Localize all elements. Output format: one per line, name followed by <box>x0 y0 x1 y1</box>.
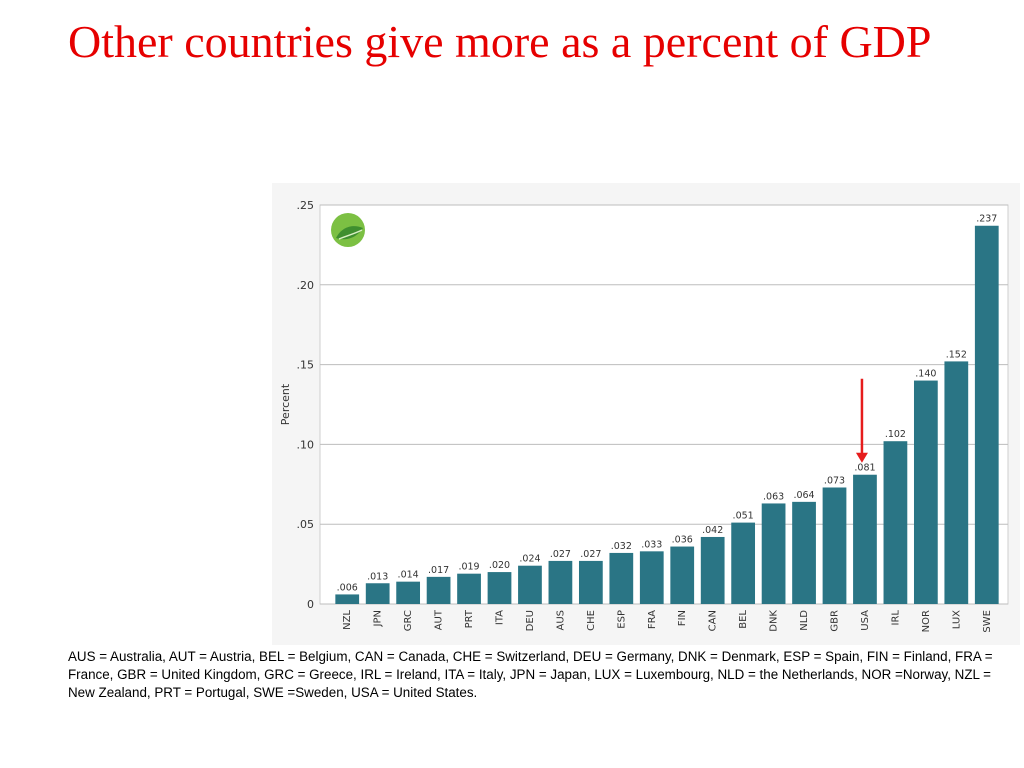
bar-value-label: .081 <box>854 463 875 474</box>
bar-value-label: .036 <box>672 535 693 546</box>
bar-ita <box>487 572 512 604</box>
bar-value-label: .140 <box>915 369 936 380</box>
y-axis-title: Percent <box>279 383 292 425</box>
bar-value-label: .006 <box>337 582 358 593</box>
bar-jpn <box>365 583 390 604</box>
bar-nzl <box>335 594 360 604</box>
bar-fin <box>670 546 695 604</box>
bar-dnk <box>761 503 786 604</box>
bar-value-label: .014 <box>398 570 419 581</box>
slide-title: Other countries give more as a percent o… <box>68 16 932 67</box>
bar-value-label: .013 <box>367 571 388 582</box>
bar-lux <box>944 361 969 604</box>
bar-irl <box>883 441 908 604</box>
bar-value-label: .042 <box>702 525 723 536</box>
x-tick-label: GBR <box>830 610 841 632</box>
bar-bel <box>731 522 756 604</box>
bar-chart: 0 .05 .10 .15 .20 .25 Percent .006 NZL .013 JPN .01… <box>279 199 1009 633</box>
bar-aus <box>548 560 573 604</box>
x-tick-label: DEU <box>525 610 536 631</box>
x-tick-label: DNK <box>769 610 780 632</box>
chart-panel: 0 .05 .10 .15 .20 .25 Percent .006 NZL .013 JPN .01… <box>272 183 1020 645</box>
x-tick-label: IRL <box>890 610 901 626</box>
x-tick-label: USA <box>860 610 871 631</box>
x-tick-label: BEL <box>738 610 749 629</box>
x-tick-label: NLD <box>799 610 810 631</box>
bar-nld <box>792 501 816 604</box>
x-tick-label: FIN <box>677 610 688 626</box>
y-tick-label: .15 <box>297 359 315 372</box>
bar-value-label: .020 <box>489 560 510 571</box>
x-tick-label: SWE <box>982 610 993 633</box>
y-tick-label: 0 <box>307 598 314 611</box>
x-tick-label: AUT <box>434 609 445 630</box>
x-tick-label: JPN <box>373 610 384 627</box>
bar-value-label: .051 <box>733 511 754 522</box>
bar-value-label: .027 <box>580 549 601 560</box>
bar-usa <box>853 474 877 604</box>
bar-value-label: .064 <box>793 490 814 501</box>
x-tick-label: GRC <box>403 610 414 631</box>
bar-value-label: .017 <box>428 565 449 576</box>
x-tick-label: CAN <box>708 610 719 631</box>
bar-value-label: .027 <box>550 549 571 560</box>
bar-swe <box>974 225 999 605</box>
x-tick-label: PRT <box>464 609 475 628</box>
x-tick-label: ITA <box>495 610 506 625</box>
bar-value-label: .063 <box>763 491 784 502</box>
x-tick-label: CHE <box>586 610 597 631</box>
annotation-arrow-head <box>855 452 868 463</box>
x-tick-label: NZL <box>342 610 353 630</box>
bar-nor <box>913 380 938 604</box>
y-tick-label: .20 <box>297 279 315 292</box>
bar-value-label: .102 <box>885 429 906 440</box>
bar-grc <box>396 581 421 604</box>
x-tick-label: LUX <box>951 610 962 629</box>
country-code-legend: AUS = Australia, AUT = Austria, BEL = Be… <box>68 649 993 700</box>
y-tick-label: .10 <box>297 438 315 451</box>
y-tick-label: .05 <box>297 518 315 531</box>
y-tick-label: .25 <box>297 199 315 212</box>
bar-value-label: .024 <box>519 554 540 565</box>
bar-value-label: .152 <box>946 349 967 360</box>
x-tick-label: AUS <box>555 610 566 631</box>
bar-aut <box>426 576 451 604</box>
bar-fra <box>639 551 664 604</box>
bar-value-label: .073 <box>824 475 845 486</box>
x-tick-label: NOR <box>921 610 932 632</box>
x-tick-label: FRA <box>647 610 658 629</box>
bar-value-label: .019 <box>458 562 479 573</box>
bar-che <box>578 560 603 604</box>
bar-esp <box>609 552 634 604</box>
x-tick-label: ESP <box>616 610 627 629</box>
bar-deu <box>518 565 542 604</box>
bar-value-label: .032 <box>611 541 632 552</box>
bar-value-label: .033 <box>641 539 662 550</box>
bar-value-label: .237 <box>976 214 997 225</box>
green-leaf-circle-icon <box>331 213 365 247</box>
bar-gbr <box>822 487 847 604</box>
bar-can <box>700 536 725 604</box>
bar-prt <box>457 573 481 604</box>
